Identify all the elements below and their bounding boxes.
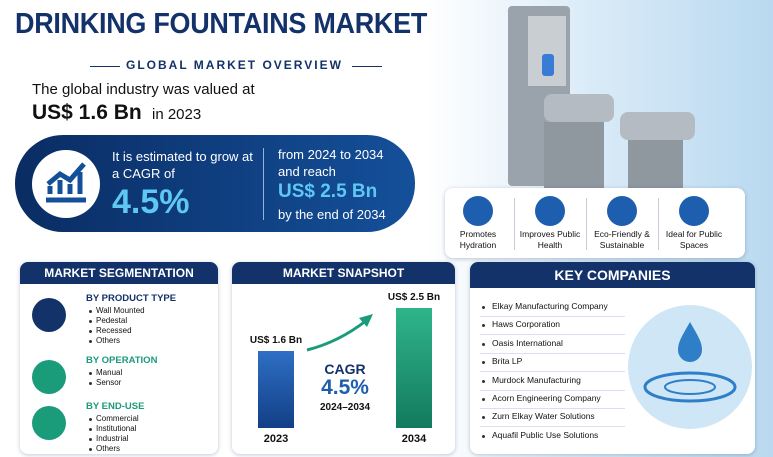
bullet: [482, 379, 485, 383]
benefit-label: Ideal for Public Spaces: [665, 229, 723, 250]
segment-item: Industrial: [96, 434, 129, 443]
benefit-icon: [679, 196, 709, 226]
valuation-amount: US$ 1.6 Bn: [32, 101, 142, 124]
segment-item: Others: [96, 444, 121, 453]
growth-icon: [32, 150, 100, 218]
segment-item: Institutional: [96, 424, 137, 433]
divider: [586, 198, 587, 250]
water-drop-image: [628, 305, 752, 429]
cagr-label: CAGR: [324, 361, 366, 377]
panel-header: MARKET SEGMENTATION: [20, 262, 218, 284]
segment-item: Commercial: [96, 414, 139, 423]
benefit-icon: [607, 196, 637, 226]
year-label: 2023: [263, 433, 289, 445]
company: Elkay Manufacturing Company: [492, 301, 608, 311]
panel-header: KEY COMPANIES: [470, 262, 755, 288]
segment-name: BY OPERATION: [86, 355, 158, 366]
separator: [480, 352, 625, 354]
separator: [480, 316, 625, 317]
bullet: [482, 398, 485, 401]
bullet: [482, 342, 485, 346]
growth-cagr: 4.5%: [112, 183, 190, 221]
bullet: [89, 448, 92, 451]
separator: [480, 389, 625, 391]
bar: [258, 351, 294, 428]
separator: [480, 408, 625, 409]
company: Brita LP: [492, 356, 523, 367]
company: Haws Corporation: [492, 319, 561, 330]
bar: [396, 308, 432, 428]
bar-label: US$ 2.5 Bn: [387, 292, 441, 303]
cagr-period: 2024–2034: [319, 402, 371, 413]
divider: [514, 198, 515, 250]
bullet: [89, 382, 92, 385]
segment-name: BY END-USE: [86, 401, 145, 412]
segment-item: Recessed: [96, 326, 132, 335]
segment-icon: [32, 360, 66, 394]
bar-label: US$ 1.6 Bn: [249, 335, 303, 347]
divider: [263, 148, 264, 220]
growth-lead: It is estimated to grow at a CAGR of: [112, 149, 253, 181]
segment-name: BY PRODUCT TYPE: [86, 293, 177, 304]
benefit-icon: [535, 196, 565, 226]
company: Aquafil Public Use Solutions: [492, 429, 599, 440]
company: Acorn Engineering Company: [492, 393, 601, 403]
benefit-label: Improves Public Health: [519, 229, 581, 250]
bullet: [89, 320, 92, 323]
growth-period: from 2024 to 2034 and reach: [278, 147, 384, 179]
segment-item: Pedestal: [96, 316, 128, 325]
benefit-label: Eco-Friendly & Sustainable: [594, 229, 650, 250]
segment-icon: [32, 406, 66, 440]
bullet: [482, 416, 485, 420]
segment-icon: [32, 298, 66, 332]
company: Murdock Manufacturing: [492, 374, 581, 385]
rule: [90, 66, 120, 67]
company: Oasis International: [492, 337, 563, 348]
bullet: [89, 438, 92, 441]
benefit-icon: [463, 196, 493, 226]
segment-item: Manual: [96, 368, 123, 377]
bullet: [482, 324, 485, 328]
segment-item: Wall Mounted: [96, 306, 145, 315]
subtitle: GLOBAL MARKET OVERVIEW: [126, 58, 343, 72]
valuation-intro: The global industry was valued at: [32, 81, 255, 98]
bullet: [89, 330, 92, 333]
cagr-value: 4.5%: [321, 376, 369, 399]
panel-header: MARKET SNAPSHOT: [232, 262, 455, 284]
rule: [352, 66, 382, 67]
segment-item: Sensor: [96, 378, 122, 387]
title: DRINKING FOUNTAINS MARKET: [15, 8, 428, 40]
year-label: 2034: [401, 433, 427, 445]
growth-arrow: [306, 314, 373, 352]
bullet: [89, 340, 92, 343]
growth-target: US$ 2.5 Bn: [278, 181, 378, 202]
bullet: [482, 306, 485, 309]
fountain-image: [508, 6, 695, 192]
bullet: [482, 434, 485, 438]
separator: [480, 334, 625, 336]
separator: [480, 426, 625, 428]
company: Zurn Elkay Water Solutions: [492, 411, 595, 422]
separator: [480, 371, 625, 373]
growth-end: by the end of 2034: [278, 207, 386, 222]
bullet: [482, 361, 485, 365]
bullet: [89, 310, 92, 313]
bullet: [89, 428, 92, 431]
bullet: [89, 372, 92, 375]
valuation-year: in 2023: [152, 106, 202, 123]
divider: [658, 198, 659, 250]
benefit-label: Promotes Hydration: [459, 229, 497, 250]
bullet: [89, 418, 92, 421]
segment-item: Others: [96, 336, 121, 345]
